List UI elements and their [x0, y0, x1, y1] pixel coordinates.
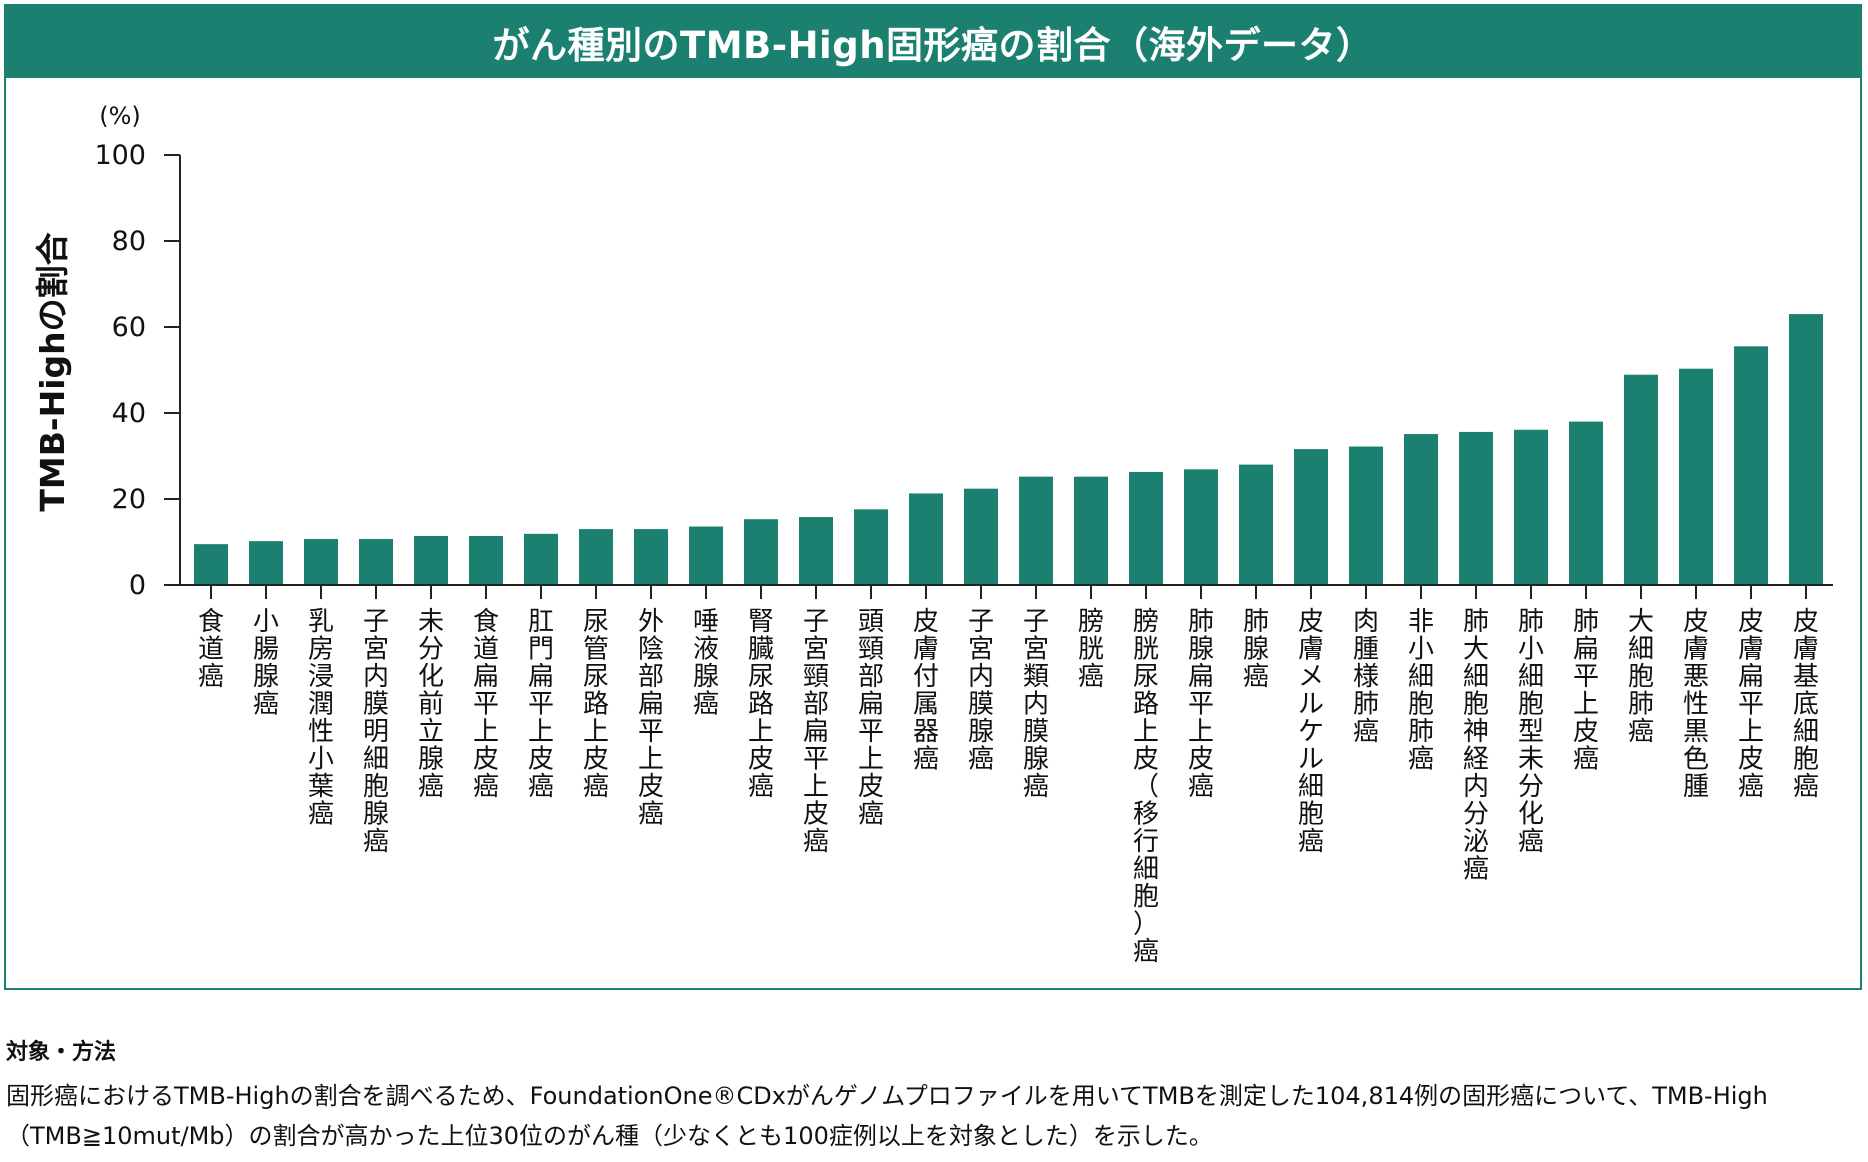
x-tick-label: 肺腺癌: [1243, 607, 1269, 692]
x-tick-label: 大細胞肺癌: [1628, 607, 1654, 747]
bar: [579, 529, 613, 585]
bar: [1404, 434, 1438, 585]
bar: [1184, 469, 1218, 585]
x-tick-label: 未分化前立腺癌: [418, 607, 444, 802]
bar: [359, 538, 393, 585]
y-axis: 0 20 40 60 80 100 (%) TMB-Highの割合: [33, 102, 181, 601]
x-tick-label: 子宮内膜腺癌: [968, 607, 994, 775]
bar: [1129, 471, 1163, 585]
bar: [799, 517, 833, 585]
bar: [909, 493, 943, 585]
bar: [1679, 368, 1713, 585]
y-tick-label: 40: [112, 398, 146, 429]
bar: [524, 533, 558, 585]
x-tick-label: 肛門扁平上皮癌: [528, 607, 554, 802]
x-tick-label: 肉腫様肺癌: [1353, 607, 1379, 747]
bar: [1734, 346, 1768, 585]
bar: [1294, 449, 1328, 585]
y-tick-label: 20: [112, 484, 146, 515]
x-tick-label: 子宮内膜明細胞腺癌: [363, 607, 389, 857]
y-tick-label: 80: [112, 226, 146, 257]
x-tick-label: 肺腺扁平上皮癌: [1188, 607, 1214, 802]
bar: [634, 529, 668, 585]
notes-body: 固形癌におけるTMB-Highの割合を調べるため、FoundationOne®C…: [6, 1082, 1768, 1150]
bar: [744, 519, 778, 585]
bar-chart: 0 20 40 60 80 100 (%) TMB-Highの割合 食道癌 小腸腺癌 乳房浸潤性小…: [33, 102, 1833, 967]
chart-title: がん種別のTMB-High固形癌の割合（海外データ）: [492, 24, 1374, 67]
bar: [1624, 374, 1658, 585]
bar: [1569, 421, 1603, 585]
x-tick-label: 皮膚メルケル細胞癌: [1298, 607, 1324, 857]
x-tick-label: 肺大細胞神経内分泌癌: [1463, 607, 1489, 885]
bar: [964, 488, 998, 585]
x-tick-label: 唾液腺癌: [693, 607, 719, 720]
y-axis-title: TMB-Highの割合: [33, 232, 72, 511]
chart-panel: がん種別のTMB-High固形癌の割合（海外データ）: [4, 4, 1862, 990]
methods-notes: 対象・方法 固形癌におけるTMB-Highの割合を調べるため、Foundatio…: [6, 1034, 1862, 1156]
x-tick-label: 皮膚付属器癌: [913, 607, 939, 775]
chart-title-bar: がん種別のTMB-High固形癌の割合（海外データ）: [6, 6, 1860, 78]
bar: [1459, 431, 1493, 585]
x-tick-label: 肺小細胞型未分化癌: [1518, 607, 1544, 857]
x-tick-label: 外陰部扁平上皮癌: [638, 607, 664, 830]
notes-heading: 対象・方法: [6, 1040, 117, 1065]
bar: [304, 538, 338, 585]
bars: [194, 314, 1823, 585]
bar: [249, 541, 283, 585]
x-tick-label: 尿管尿路上皮癌: [583, 607, 609, 802]
x-tick-label: 肺扁平上皮癌: [1573, 607, 1599, 775]
x-tick-label: 食道扁平上皮癌: [473, 607, 499, 802]
bar: [469, 535, 503, 585]
bar: [689, 526, 723, 585]
x-tick-label: 膀胱癌: [1078, 607, 1104, 692]
x-tick-label: 頭頸部扁平上皮癌: [858, 607, 884, 830]
x-tick-label: 皮膚悪性黒色腫: [1683, 607, 1709, 802]
x-axis: 食道癌 小腸腺癌 乳房浸潤性小葉癌 子宮内膜明細胞腺癌 未分化前立腺癌 食道扁平上皮癌 肛門…: [180, 584, 1833, 967]
y-tick-label: 100: [94, 140, 146, 171]
x-tick-label: 食道癌: [198, 607, 224, 692]
bar: [854, 509, 888, 585]
x-tick-label: 小腸腺癌: [253, 607, 279, 720]
x-tick-label: 膀胱尿路上皮（移行細胞）癌: [1133, 607, 1159, 967]
x-tick-label: 子宮頸部扁平上皮癌: [803, 607, 829, 857]
x-tick-label: 皮膚基底細胞癌: [1793, 607, 1819, 802]
x-tick-label: 腎臓尿路上皮癌: [748, 607, 774, 802]
bar: [1349, 446, 1383, 585]
y-tick-label: 0: [129, 570, 146, 601]
y-unit-label: (%): [99, 102, 141, 130]
bar: [1239, 464, 1273, 585]
y-tick-label: 60: [112, 312, 146, 343]
bar: [1074, 476, 1108, 585]
bar: [194, 544, 228, 585]
x-tick-label: 皮膚扁平上皮癌: [1738, 607, 1764, 802]
x-tick-label: 子宮類内膜腺癌: [1023, 607, 1049, 802]
x-tick-label: 乳房浸潤性小葉癌: [308, 607, 334, 830]
bar: [1019, 476, 1053, 585]
bar: [1789, 314, 1823, 585]
bar: [414, 535, 448, 585]
x-tick-label: 非小細胞肺癌: [1408, 607, 1434, 775]
bar: [1514, 429, 1548, 585]
